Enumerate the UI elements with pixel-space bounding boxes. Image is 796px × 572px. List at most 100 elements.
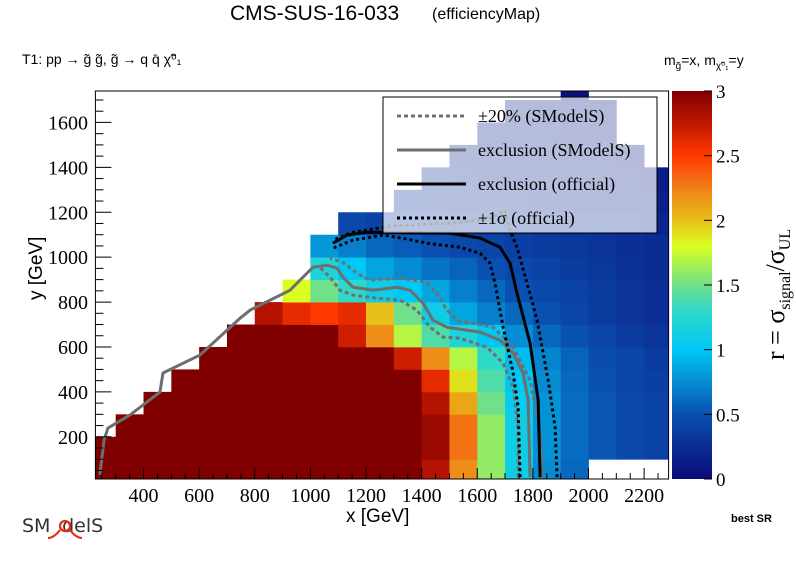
- heatmap-cell: [282, 279, 311, 303]
- heatmap-cell: [199, 369, 228, 393]
- colorbar-tick-label: 0: [716, 470, 726, 491]
- heatmap-cell: [254, 324, 283, 348]
- heatmap-cell: [560, 436, 589, 460]
- heatmap-cell: [588, 257, 617, 281]
- heatmap-cell: [338, 302, 367, 325]
- heatmap-cell: [254, 459, 283, 479]
- heatmap-cell: [588, 414, 617, 438]
- chart-subtitle: (efficiencyMap): [432, 6, 541, 23]
- heatmap-cell: [143, 414, 172, 438]
- heatmap-cell: [449, 391, 478, 415]
- contour-sm20-upper: [329, 256, 545, 478]
- heatmap-cell: [199, 391, 228, 415]
- legend-label: exclusion (SModelS): [478, 140, 631, 161]
- heatmap-cell: [199, 436, 228, 460]
- heatmap-cell: [226, 346, 256, 370]
- heatmap-cell: [366, 302, 395, 325]
- colorbar-title-prefix: r = σ: [761, 310, 790, 360]
- heatmap-cell: [644, 257, 669, 281]
- contour-official-1sigma-lower: [332, 233, 522, 478]
- x-tick-label: 1400: [402, 485, 442, 507]
- x-tick-label: 2200: [624, 485, 664, 507]
- heatmap-cell: [338, 369, 367, 393]
- colorbar-tick-label: 1: [716, 341, 726, 362]
- heatmap-cell: [171, 459, 200, 479]
- heatmap-cell: [254, 391, 283, 415]
- x-tick-label: 2000: [569, 485, 609, 507]
- x-tick-label: 400: [129, 485, 159, 507]
- heatmap-cell: [560, 459, 589, 479]
- best-sr-label: best SR: [731, 513, 772, 525]
- heatmap-cell: [338, 459, 367, 479]
- heatmap-cell: [282, 391, 311, 415]
- heatmap-cell: [421, 391, 450, 415]
- heatmap-cell: [644, 369, 669, 393]
- heatmap-cell: [310, 436, 339, 460]
- heatmap-cell: [588, 279, 617, 303]
- smodels-logo-text: SModelS: [22, 515, 103, 537]
- y-tick-label: 1200: [48, 202, 88, 224]
- heatmap-cell: [644, 234, 669, 258]
- heatmap-cell: [449, 369, 478, 393]
- heatmap-cell: [282, 346, 311, 370]
- x-tick-label: 1200: [346, 485, 386, 507]
- heatmap-cell: [560, 346, 589, 370]
- heatmap-cell: [477, 436, 506, 460]
- heatmap-cell: [282, 459, 311, 479]
- heatmap-cell: [143, 436, 172, 460]
- heatmap-cell: [226, 369, 256, 393]
- heatmap-cell: [366, 459, 395, 479]
- heatmap-cell: [449, 414, 478, 438]
- heatmap-cell: [282, 369, 311, 393]
- y-tick-label: 1600: [48, 112, 88, 134]
- heatmap-cell: [115, 459, 144, 479]
- heatmap-cell: [310, 234, 339, 258]
- colorbar-tick-label: 1.5: [716, 276, 740, 297]
- heatmap-cell: [310, 414, 339, 438]
- heatmap-cell: [338, 414, 367, 438]
- heatmap-cell: [588, 234, 617, 258]
- heatmap-cell: [226, 324, 256, 348]
- x-axis-label: x [GeV]: [346, 506, 410, 527]
- heatmap-cell: [532, 257, 562, 281]
- heatmap-cell: [338, 324, 367, 348]
- heatmap-cell: [310, 279, 339, 303]
- heatmap-cell: [644, 436, 669, 460]
- colorbar-tick-label: 0.5: [716, 405, 740, 426]
- x-tick-label: 800: [240, 485, 270, 507]
- heatmap-cell: [310, 324, 339, 348]
- heatmap-cell: [366, 414, 395, 438]
- heatmap-cell: [644, 324, 669, 348]
- mass-sub2: χ̃⁰₁: [715, 60, 729, 72]
- heatmap-cell: [616, 391, 645, 415]
- heatmap-cell: [282, 302, 311, 325]
- process-label: T1: pp → g̃ g̃, g̃ → q q̄ χ̃⁰₁: [22, 51, 182, 67]
- heatmap-cell: [199, 346, 228, 370]
- heatmap-cell: [338, 279, 367, 303]
- mass-eq1: =x,: [681, 52, 705, 68]
- colorbar-tick-label: 2.5: [716, 147, 740, 168]
- heatmap-cell: [393, 414, 423, 438]
- heatmap-cell: [254, 414, 283, 438]
- heatmap-cell: [560, 234, 589, 258]
- heatmap-cell: [366, 346, 395, 370]
- plot-frame: [94, 90, 670, 480]
- legend-box: [382, 96, 658, 234]
- heatmap-cell: [560, 324, 589, 348]
- mass-sub1: g̃: [675, 60, 682, 72]
- heatmap-cell: [338, 212, 367, 236]
- heatmap-cell: [421, 234, 450, 258]
- heatmap-cell: [532, 302, 562, 325]
- legend-label: ±20% (SModelS): [478, 106, 604, 127]
- legend-label: ±1σ (official): [478, 208, 575, 229]
- heatmap-cell: [282, 414, 311, 438]
- axes: 400 600 800 1000 1200 1400 1600 1800 2000 2200 200…: [48, 99, 664, 507]
- heatmap-cell: [282, 324, 311, 348]
- heatmap-cell: [254, 302, 283, 325]
- y-tick-label: 600: [58, 337, 88, 359]
- mass-m2: m: [704, 52, 716, 68]
- heatmap-cell: [421, 346, 450, 370]
- heatmap-cell: [366, 391, 395, 415]
- heatmap-cell: [366, 324, 395, 348]
